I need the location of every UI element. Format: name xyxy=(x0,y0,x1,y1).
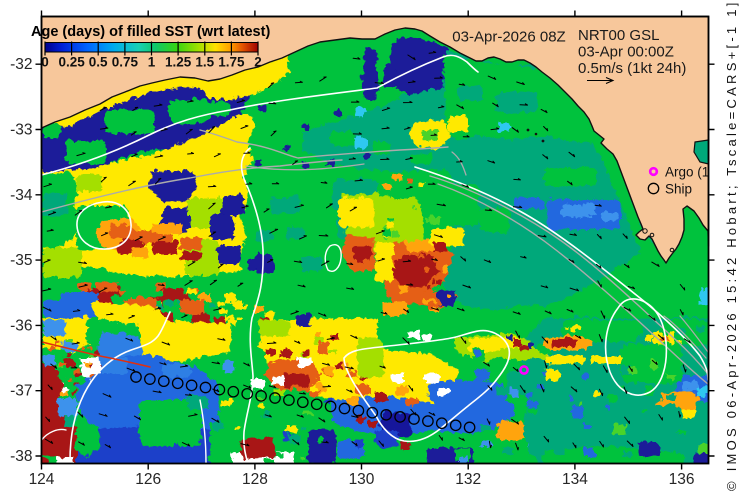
svg-text:1.75: 1.75 xyxy=(218,55,245,70)
svg-text:132: 132 xyxy=(455,471,481,488)
svg-text:Argo (1: Argo (1 xyxy=(665,165,709,180)
svg-text:-34: -34 xyxy=(10,187,33,204)
svg-text:© IMOS 06-Apr-2026 15:42 Hobar: © IMOS 06-Apr-2026 15:42 Hobart; Tscale=… xyxy=(724,0,739,491)
svg-text:-36: -36 xyxy=(10,317,32,334)
svg-text:0.25: 0.25 xyxy=(58,55,85,70)
svg-text:03-Apr-2026 08Z: 03-Apr-2026 08Z xyxy=(452,29,565,46)
svg-text:NRT00 GSL: NRT00 GSL xyxy=(578,27,659,44)
svg-text:130: 130 xyxy=(349,471,375,488)
svg-text:2: 2 xyxy=(254,55,262,70)
svg-text:126: 126 xyxy=(135,471,161,488)
svg-text:0.75: 0.75 xyxy=(112,55,139,70)
svg-text:-35: -35 xyxy=(10,252,32,269)
svg-text:1: 1 xyxy=(148,55,156,70)
svg-text:128: 128 xyxy=(242,471,268,488)
svg-text:0: 0 xyxy=(41,55,49,70)
svg-text:-38: -38 xyxy=(10,448,32,465)
svg-text:03-Apr 00:00Z: 03-Apr 00:00Z xyxy=(578,44,674,61)
svg-text:-33: -33 xyxy=(10,122,32,139)
svg-text:Age (days) of filled SST (wrt: Age (days) of filled SST (wrt latest) xyxy=(31,24,270,40)
svg-text:136: 136 xyxy=(669,471,695,488)
svg-text:1.5: 1.5 xyxy=(195,55,214,70)
svg-text:134: 134 xyxy=(562,471,588,488)
svg-text:124: 124 xyxy=(29,471,55,488)
svg-text:0.5m/s (1kt 24h): 0.5m/s (1kt 24h) xyxy=(578,60,686,77)
svg-text:-37: -37 xyxy=(10,383,32,400)
svg-text:1.25: 1.25 xyxy=(165,55,192,70)
svg-text:Ship: Ship xyxy=(665,182,692,197)
svg-text:-32: -32 xyxy=(10,56,32,73)
svg-text:0.5: 0.5 xyxy=(89,55,108,70)
